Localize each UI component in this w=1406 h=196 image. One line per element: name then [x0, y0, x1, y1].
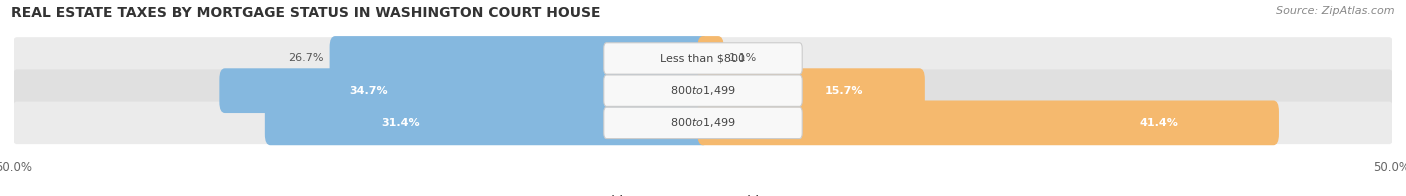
FancyBboxPatch shape: [697, 68, 925, 113]
Text: Source: ZipAtlas.com: Source: ZipAtlas.com: [1277, 6, 1395, 16]
FancyBboxPatch shape: [13, 102, 1393, 144]
FancyBboxPatch shape: [264, 101, 709, 145]
Text: 15.7%: 15.7%: [824, 86, 863, 96]
Legend: Without Mortgage, With Mortgage: Without Mortgage, With Mortgage: [578, 190, 828, 196]
Text: $800 to $1,499: $800 to $1,499: [671, 84, 735, 97]
FancyBboxPatch shape: [219, 68, 709, 113]
Text: 41.4%: 41.4%: [1140, 118, 1178, 128]
FancyBboxPatch shape: [603, 43, 803, 74]
Text: 1.1%: 1.1%: [730, 54, 758, 64]
FancyBboxPatch shape: [697, 101, 1279, 145]
Text: 34.7%: 34.7%: [349, 86, 388, 96]
Text: $800 to $1,499: $800 to $1,499: [671, 116, 735, 129]
FancyBboxPatch shape: [603, 107, 803, 139]
FancyBboxPatch shape: [697, 36, 724, 81]
Text: 26.7%: 26.7%: [288, 54, 323, 64]
Text: 31.4%: 31.4%: [381, 118, 419, 128]
Text: Less than $800: Less than $800: [661, 54, 745, 64]
Text: REAL ESTATE TAXES BY MORTGAGE STATUS IN WASHINGTON COURT HOUSE: REAL ESTATE TAXES BY MORTGAGE STATUS IN …: [11, 6, 600, 20]
FancyBboxPatch shape: [13, 69, 1393, 112]
FancyBboxPatch shape: [329, 36, 709, 81]
FancyBboxPatch shape: [603, 75, 803, 106]
FancyBboxPatch shape: [13, 37, 1393, 80]
